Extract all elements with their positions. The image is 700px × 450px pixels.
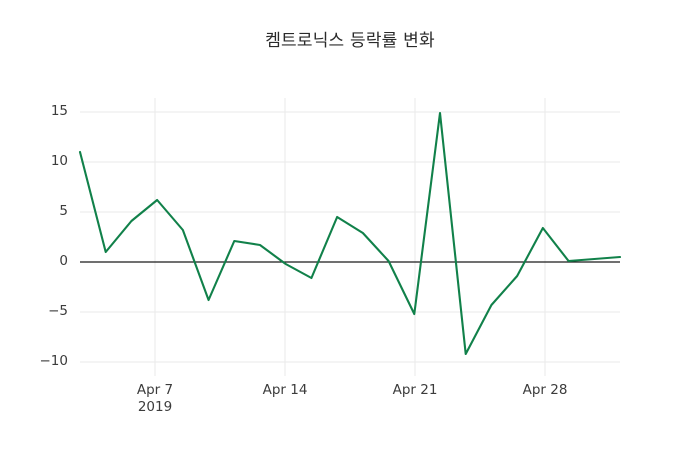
x-axis-tick-label: Apr 28 bbox=[495, 382, 595, 399]
series-line-등락률 bbox=[78, 111, 622, 356]
x-tick-primary: Apr 28 bbox=[522, 382, 568, 398]
x-tick-secondary-year: 2019 bbox=[137, 399, 173, 415]
y-axis-tick-label: 10 bbox=[50, 153, 68, 169]
y-axis-tick-label: 15 bbox=[50, 103, 68, 119]
chart-title: 켐트로닉스 등락률 변화 bbox=[265, 31, 435, 51]
data-series-line bbox=[78, 111, 622, 356]
x-axis-tick-label: Apr 7 2019 bbox=[105, 382, 205, 416]
x-tick-primary: Apr 21 bbox=[392, 382, 438, 398]
y-axis-tick-label: −5 bbox=[48, 303, 68, 319]
y-axis-tick-label: 5 bbox=[59, 203, 68, 219]
x-tick-primary: Apr 7 bbox=[136, 382, 174, 398]
x-axis-tick-label: Apr 21 bbox=[365, 382, 465, 399]
y-axis-tick-label: −10 bbox=[39, 353, 69, 369]
x-axis-tick-label: Apr 14 bbox=[235, 382, 335, 399]
x-tick-primary: Apr 14 bbox=[262, 382, 308, 398]
y-axis-tick-label: 0 bbox=[59, 253, 68, 269]
